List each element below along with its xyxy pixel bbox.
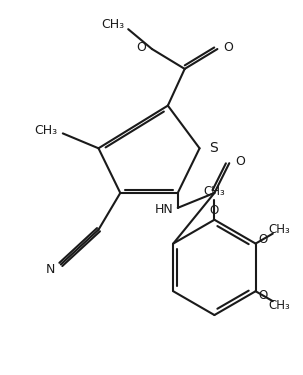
- Text: CH₃: CH₃: [269, 298, 291, 312]
- Text: O: O: [210, 204, 219, 218]
- Text: CH₃: CH₃: [101, 18, 124, 31]
- Text: O: O: [259, 232, 268, 246]
- Text: O: O: [223, 40, 233, 54]
- Text: HN: HN: [155, 203, 174, 216]
- Text: N: N: [45, 263, 55, 276]
- Text: CH₃: CH₃: [269, 223, 291, 236]
- Text: O: O: [136, 40, 146, 54]
- Text: O: O: [235, 155, 245, 168]
- Text: CH₃: CH₃: [204, 186, 225, 198]
- Text: S: S: [209, 141, 218, 155]
- Text: O: O: [259, 289, 268, 302]
- Text: CH₃: CH₃: [34, 124, 57, 137]
